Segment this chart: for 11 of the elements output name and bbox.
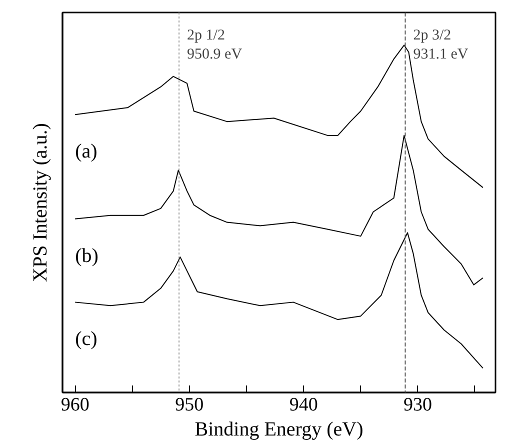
x-axis-title: Binding Energy (eV)	[194, 418, 364, 440]
x-tick-label: 940	[289, 394, 318, 416]
x-tick-label: 960	[60, 394, 90, 416]
x-tick-label: 930	[404, 394, 432, 416]
ref-line-label: 2p 3/2 931.1 eV	[413, 27, 468, 62]
series-label: (c)	[75, 328, 98, 350]
x-tick-label: 950	[175, 394, 204, 416]
ref-line-label: 2p 1/2 950.9 eV	[187, 27, 242, 62]
series-label: (b)	[75, 244, 98, 267]
y-axis-title: XPS Intensity (a.u.)	[30, 123, 52, 282]
series-label: (a)	[75, 140, 98, 163]
